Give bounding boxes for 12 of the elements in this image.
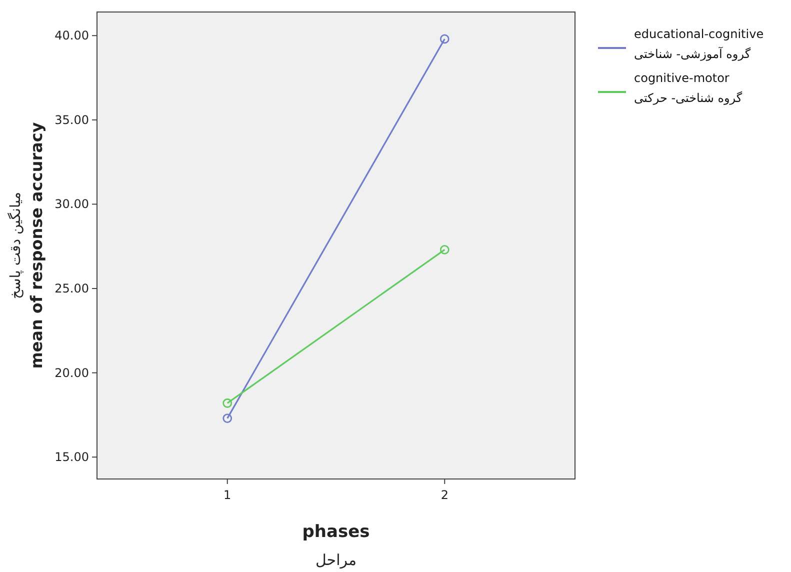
- point: [222, 398, 232, 408]
- y-tick-label: 40.00: [54, 28, 89, 43]
- point: [440, 245, 450, 254]
- x-tick-label: 1: [224, 488, 232, 502]
- y-tick-label: 30.00: [54, 197, 89, 212]
- x-tick-label: 2: [440, 488, 448, 502]
- y-tick-label: 25.00: [54, 281, 89, 296]
- point: [222, 414, 232, 424]
- point: [440, 34, 450, 44]
- y-tick-label: 15.00: [54, 450, 89, 464]
- y-tick-label: 20.00: [54, 366, 89, 380]
- y-tick-label: 35.00: [54, 112, 89, 127]
